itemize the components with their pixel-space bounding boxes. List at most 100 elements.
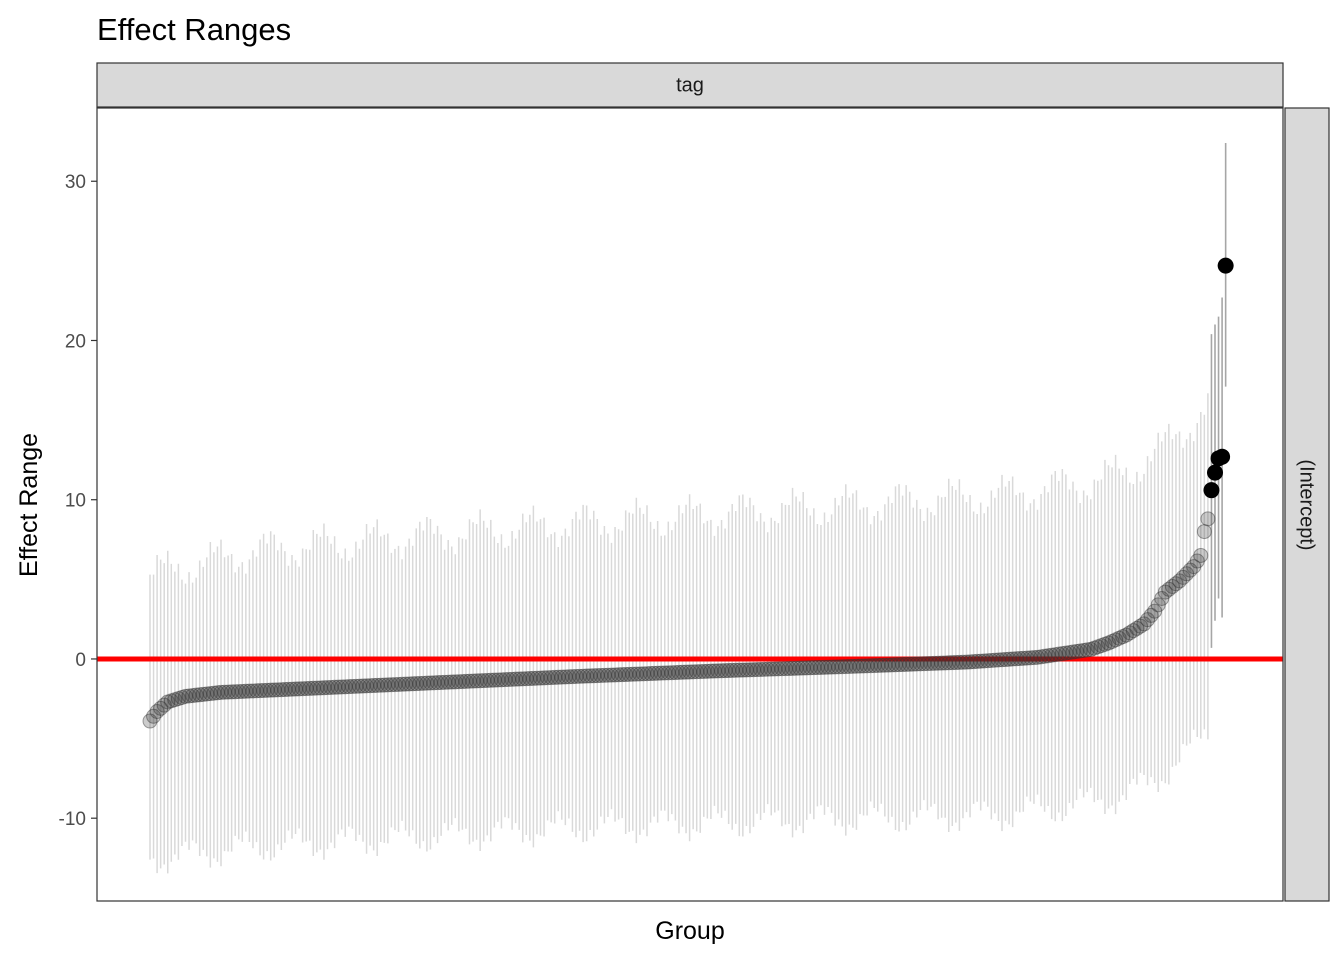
point-estimate xyxy=(550,669,566,685)
point-estimate xyxy=(635,666,651,682)
point-estimate xyxy=(359,678,375,694)
point-estimate xyxy=(1079,642,1095,658)
point-estimate xyxy=(213,684,229,700)
point-estimate xyxy=(320,680,335,696)
point-estimate xyxy=(941,655,957,671)
point-estimate xyxy=(422,675,438,691)
point-estimate xyxy=(973,653,989,669)
point-estimate xyxy=(515,671,531,687)
y-tick-label: 30 xyxy=(65,172,86,193)
point-estimate xyxy=(447,674,463,690)
point-estimate xyxy=(1161,581,1177,597)
point-estimate xyxy=(706,663,722,679)
point-estimate xyxy=(710,663,726,679)
point-estimate xyxy=(401,676,417,692)
point-estimate xyxy=(1143,607,1159,623)
point-estimate xyxy=(891,657,907,673)
point-estimate xyxy=(472,673,488,689)
point-estimate xyxy=(824,659,840,675)
point-estimate xyxy=(667,665,683,681)
point-estimate xyxy=(501,672,517,688)
point-estimate xyxy=(185,688,201,704)
point-estimate xyxy=(330,679,346,695)
point-estimate xyxy=(980,653,996,669)
point-estimate xyxy=(156,697,172,713)
point-estimate xyxy=(266,682,282,698)
point-estimate xyxy=(774,661,790,677)
point-estimate xyxy=(813,659,829,675)
point-estimate xyxy=(1033,649,1049,665)
point-estimate xyxy=(1051,646,1067,662)
point-estimate xyxy=(1061,645,1077,661)
point-estimate xyxy=(277,682,293,698)
point-estimate-emphasis xyxy=(1214,448,1231,465)
point-estimate xyxy=(895,657,911,673)
point-estimate xyxy=(1129,620,1145,636)
point-estimate xyxy=(1172,573,1187,589)
point-estimate xyxy=(827,659,843,675)
point-estimate-emphasis xyxy=(1207,464,1223,481)
point-estimate xyxy=(451,674,467,690)
point-estimate xyxy=(763,661,779,677)
point-estimate xyxy=(873,657,889,673)
point-estimate xyxy=(1175,569,1191,585)
point-estimate xyxy=(153,700,169,716)
point-estimate xyxy=(962,654,978,670)
point-estimate-emphasis xyxy=(1203,482,1220,499)
point-estimate xyxy=(944,655,960,671)
point-estimate xyxy=(621,666,637,682)
point-estimate xyxy=(1189,553,1205,569)
point-estimate xyxy=(380,677,396,693)
point-estimate-emphasis xyxy=(1217,257,1234,274)
point-estimate xyxy=(1058,645,1074,661)
point-estimate xyxy=(738,662,754,678)
point-estimate xyxy=(586,668,602,684)
point-estimate xyxy=(809,660,825,676)
point-estimate xyxy=(600,667,616,683)
y-tick-label: 10 xyxy=(65,491,86,512)
point-estimate xyxy=(142,713,158,729)
point-estimate xyxy=(419,675,435,691)
point-estimate xyxy=(245,683,261,699)
point-estimate xyxy=(202,686,218,702)
point-estimate xyxy=(167,692,183,708)
point-estimate xyxy=(256,682,272,698)
point-estimate xyxy=(387,677,403,693)
point-estimate xyxy=(607,667,623,683)
point-estimate xyxy=(618,667,634,683)
point-estimate xyxy=(1168,576,1184,592)
point-estimate xyxy=(1186,559,1202,575)
point-estimate xyxy=(671,664,687,680)
point-estimate xyxy=(572,668,588,684)
point-estimate xyxy=(1001,651,1017,667)
point-estimate xyxy=(195,686,211,702)
point-estimate xyxy=(486,672,502,688)
point-estimate xyxy=(160,694,176,710)
point-estimate xyxy=(355,678,371,694)
point-estimate xyxy=(1054,646,1070,662)
point-estimate xyxy=(777,661,793,677)
point-estimate xyxy=(856,658,872,674)
facet-strip-top xyxy=(96,62,1284,108)
point-estimate xyxy=(884,657,900,673)
facet-label-top: tag xyxy=(676,74,704,96)
point-estimate xyxy=(937,655,953,671)
point-estimate xyxy=(1108,632,1124,648)
point-estimate xyxy=(1065,644,1081,660)
point-estimate xyxy=(288,681,304,697)
point-estimate xyxy=(263,682,279,698)
point-estimate xyxy=(1097,636,1113,652)
point-estimate xyxy=(1086,640,1102,656)
point-estimate xyxy=(657,665,673,681)
point-estimate xyxy=(146,708,162,724)
point-estimate xyxy=(369,677,385,693)
point-estimate xyxy=(284,681,300,697)
point-estimate xyxy=(149,704,165,720)
point-estimate xyxy=(1012,651,1028,667)
point-estimate xyxy=(1022,650,1038,666)
point-estimate xyxy=(408,676,424,692)
point-estimate xyxy=(948,655,964,671)
point-estimate xyxy=(327,679,343,695)
point-estimate xyxy=(1093,638,1109,654)
